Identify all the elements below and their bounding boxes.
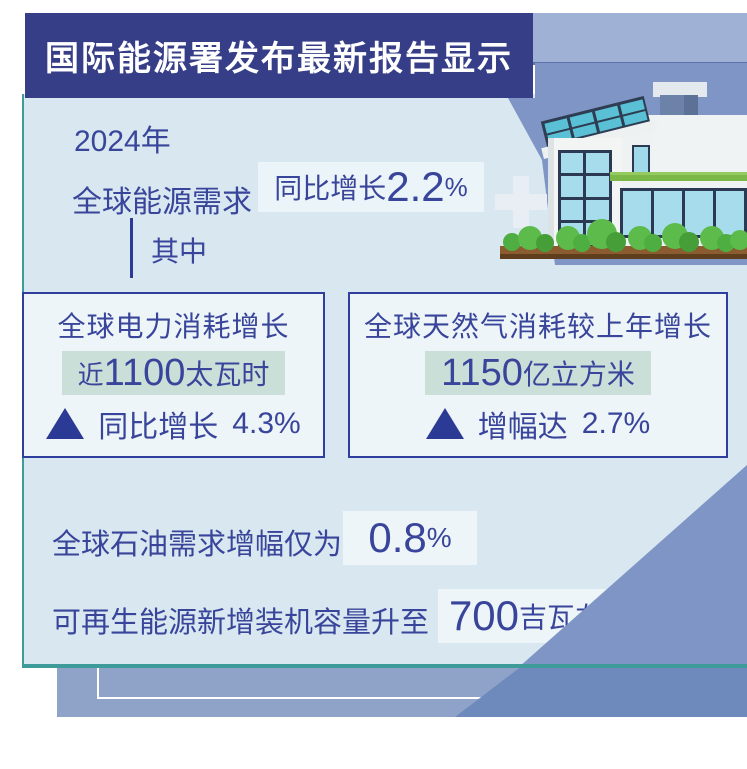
bushes-icon [503,219,747,252]
connector-line [130,218,133,278]
electricity-stat-box: 全球电力消耗增长 近 1100 太瓦时 同比增长 4.3% [22,292,325,458]
gas-highlight: 1150 亿立方米 [425,351,651,395]
gas-unit: 亿立方米 [522,359,635,390]
gas-delta-value: 2.7% [581,406,651,440]
electricity-prefix: 近 [77,359,104,390]
among-label: 其中 [151,236,208,267]
oil-value: 0.8 [368,514,427,561]
gas-value: 1150 [441,352,523,394]
renewables-label: 可再生能源新增装机容量升至 [52,607,430,639]
card-bottom-border [22,664,747,668]
electricity-value: 1100 [103,352,186,394]
plus-decoration-icon [495,176,547,228]
up-triangle-icon [46,408,85,439]
subject-label: 全球能源需求 [72,186,252,219]
title-banner: 国际能源署发布最新报告显示 [25,13,533,98]
building-illustration [495,82,747,259]
electricity-highlight: 近 1100 太瓦时 [61,351,286,395]
band-white-outline [97,668,661,699]
electricity-delta-value: 4.3% [232,406,301,440]
solar-roof-icon [540,95,659,159]
electricity-delta-row: 同比增长 4.3% [46,402,301,446]
oil-highlight: 0.8% [343,511,477,565]
window-band-icon [620,188,747,238]
electricity-unit: 太瓦时 [185,359,270,390]
year-label: 2024年 [74,125,171,158]
renewables-value: 700 [448,592,520,639]
small-window-icon [632,145,650,175]
gas-delta-label: 增幅达 [477,410,568,444]
electricity-title: 全球电力消耗增长 [57,310,290,342]
oil-label: 全球石油需求增幅仅为 [52,529,343,561]
page-title: 国际能源署发布最新报告显示 [45,40,513,78]
gas-title: 全球天然气消耗较上年增长 [363,310,712,342]
gas-stat-box: 全球天然气消耗较上年增长 1150 亿立方米 增幅达 2.7% [348,292,728,458]
green-roof [610,172,747,181]
gas-delta-row: 增幅达 2.7% [425,402,651,446]
electricity-delta-label: 同比增长 [98,410,219,444]
growth-unit: % [444,171,468,202]
growth-value: 2.2 [386,163,445,210]
growth-highlight: 同比增长 2.2% [258,162,484,212]
top-right-slate-strip [533,13,747,62]
oil-unit: % [426,522,452,553]
up-triangle-icon [425,408,464,439]
growth-label: 同比增长 [274,173,387,204]
